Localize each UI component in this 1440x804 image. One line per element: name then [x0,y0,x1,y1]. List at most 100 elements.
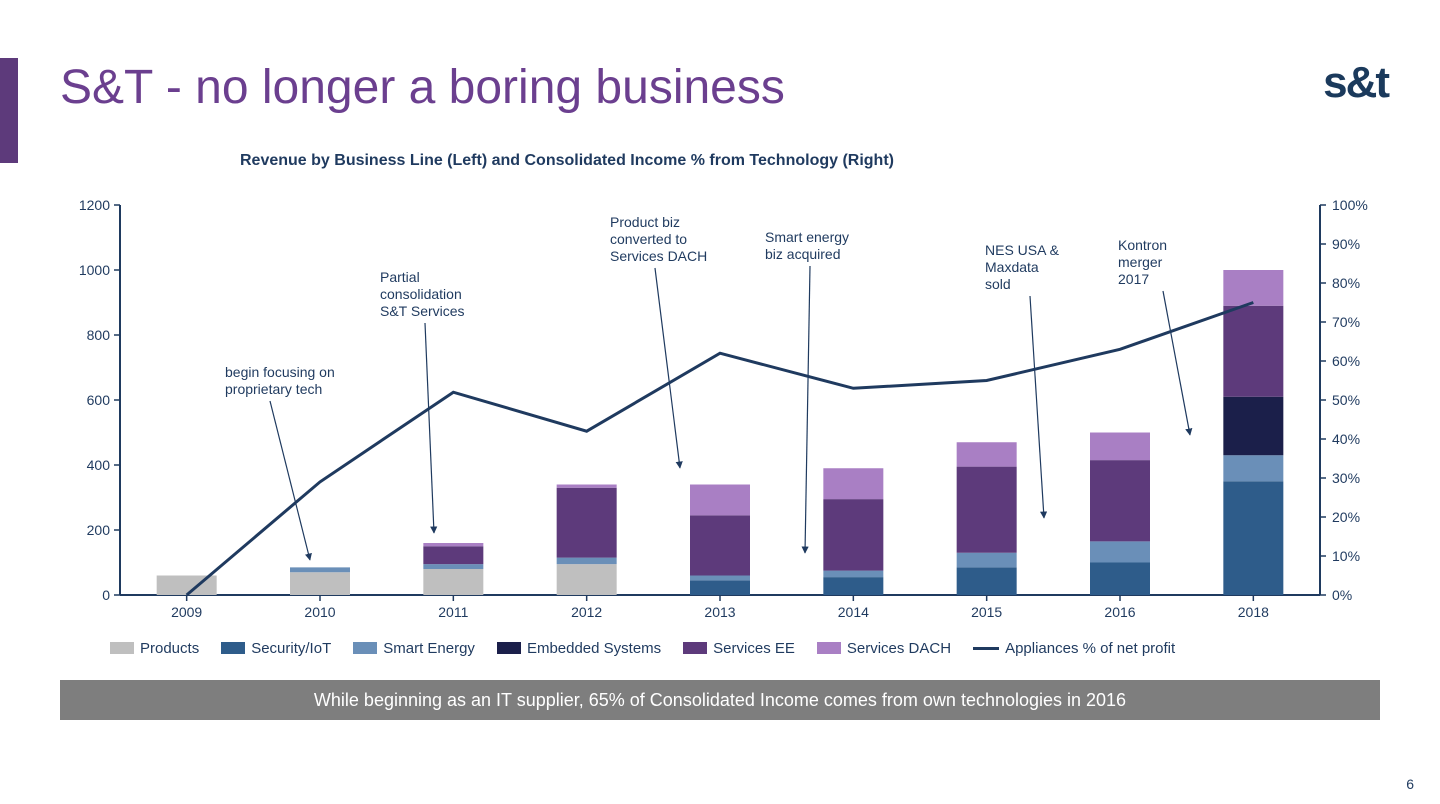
combo-chart: 0200400600800100012000%10%20%30%40%50%60… [50,195,1390,635]
bar-segment [957,553,1017,568]
legend-label: Security/IoT [251,640,331,657]
legend-swatch [683,642,707,654]
bar-segment [823,577,883,595]
bar-segment [557,564,617,595]
svg-text:2018: 2018 [1238,604,1269,620]
bar-segment [957,467,1017,553]
legend-item: Security/IoT [221,640,331,657]
annotation-text: Partial [380,269,420,285]
svg-text:200: 200 [87,522,111,538]
bar-segment [557,488,617,558]
svg-text:800: 800 [87,327,111,343]
logo: s&t [1323,58,1388,108]
bar-segment [423,564,483,569]
bar-segment [1090,460,1150,541]
bar-segment [690,576,750,581]
chart-legend: Products Security/IoT Smart Energy Embedded… [110,636,1370,660]
legend-label: Appliances % of net profit [1005,640,1175,657]
bar-segment [957,442,1017,466]
svg-text:60%: 60% [1332,353,1360,369]
annotation-arrow [805,266,810,553]
legend-item: Embedded Systems [497,640,661,657]
svg-text:1000: 1000 [79,262,110,278]
annotation-text: proprietary tech [225,381,322,397]
bar-segment [823,571,883,578]
bar-segment [1223,270,1283,306]
legend-swatch [353,642,377,654]
annotation-arrow [1163,291,1190,435]
svg-text:50%: 50% [1332,392,1360,408]
accent-side-bar [0,58,18,163]
annotation-text: NES USA & [985,242,1060,258]
svg-text:10%: 10% [1332,548,1360,564]
svg-text:2015: 2015 [971,604,1002,620]
bar-segment [1223,306,1283,397]
svg-text:2012: 2012 [571,604,602,620]
svg-text:80%: 80% [1332,275,1360,291]
bar-segment [1223,481,1283,595]
legend-swatch [110,642,134,654]
bar-segment [823,468,883,499]
svg-text:100%: 100% [1332,197,1368,213]
bar-segment [557,558,617,565]
page-number: 6 [1406,776,1414,792]
svg-text:400: 400 [87,457,111,473]
svg-text:70%: 70% [1332,314,1360,330]
svg-text:600: 600 [87,392,111,408]
annotation-text: Services DACH [610,248,707,264]
legend-label: Smart Energy [383,640,475,657]
legend-swatch [973,647,999,650]
legend-item: Smart Energy [353,640,475,657]
legend-swatch [497,642,521,654]
bar-segment [290,572,350,595]
legend-item: Products [110,640,199,657]
page-title: S&T - no longer a boring business [60,60,785,115]
bar-segment [1090,563,1150,596]
annotation-text: Maxdata [985,259,1039,275]
annotation-text: biz acquired [765,246,841,262]
bar-segment [1223,455,1283,481]
svg-text:40%: 40% [1332,431,1360,447]
annotation-text: Smart energy [765,229,849,245]
svg-text:20%: 20% [1332,509,1360,525]
annotation-text: begin focusing on [225,364,335,380]
slide: S&T - no longer a boring business s&t Re… [0,0,1440,804]
svg-text:2016: 2016 [1104,604,1135,620]
annotation-text: consolidation [380,286,462,302]
annotation-text: merger [1118,254,1163,270]
svg-text:0: 0 [102,587,110,603]
annotation-text: S&T Services [380,303,465,319]
bar-segment [423,543,483,546]
legend-item: Services DACH [817,640,951,657]
annotation-arrow [425,323,434,533]
bar-segment [957,567,1017,595]
chart-subtitle: Revenue by Business Line (Left) and Cons… [240,152,894,170]
bar-segment [423,546,483,564]
svg-text:2009: 2009 [171,604,202,620]
chart-container: 0200400600800100012000%10%20%30%40%50%60… [50,195,1390,635]
footer-highlight: While beginning as an IT supplier, 65% o… [60,680,1380,720]
bar-segment [1223,397,1283,456]
svg-text:2013: 2013 [704,604,735,620]
legend-label: Embedded Systems [527,640,661,657]
annotation-text: Kontron [1118,237,1167,253]
bar-segment [690,485,750,516]
svg-text:30%: 30% [1332,470,1360,486]
bar-segment [1090,541,1150,562]
svg-text:2010: 2010 [304,604,335,620]
svg-text:2014: 2014 [838,604,869,620]
bar-segment [823,499,883,571]
bar-segment [423,569,483,595]
bar-segment [690,580,750,595]
bar-segment [1090,433,1150,461]
legend-label: Services EE [713,640,795,657]
svg-text:0%: 0% [1332,587,1352,603]
legend-item: Services EE [683,640,795,657]
legend-label: Services DACH [847,640,951,657]
bar-segment [557,485,617,488]
annotation-arrow [655,268,680,468]
annotation-arrow [1030,296,1044,518]
legend-swatch [221,642,245,654]
annotation-text: Product biz [610,214,680,230]
legend-swatch [817,642,841,654]
